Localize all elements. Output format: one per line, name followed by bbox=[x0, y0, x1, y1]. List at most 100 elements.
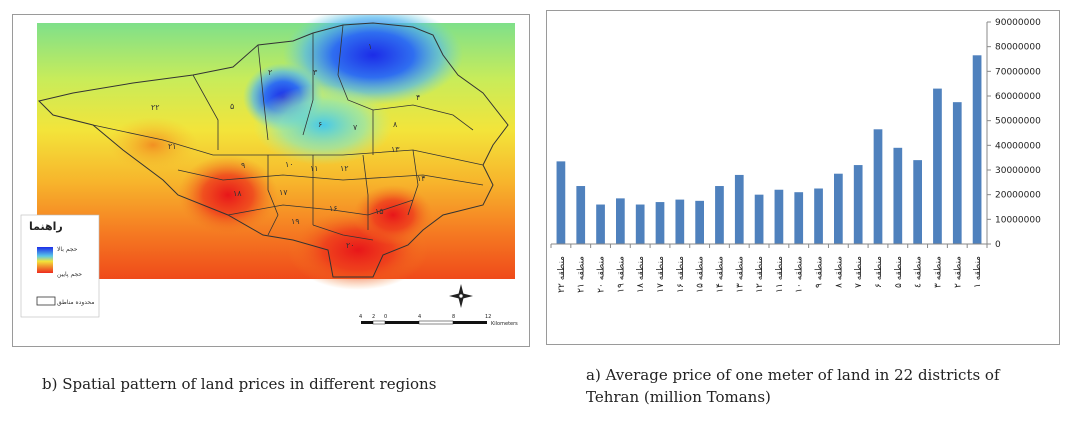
district-label-4: ۴ bbox=[416, 93, 420, 102]
land-price-bar-chart: 0 10000000 20000000 30000000 40000000 5000000… bbox=[550, 18, 1041, 293]
bar bbox=[734, 174, 744, 244]
x-category-label: منطقه ۲ bbox=[953, 256, 963, 288]
y-tick-label: 40000000 bbox=[995, 141, 1041, 151]
x-category-label: منطقه ۱ bbox=[973, 256, 983, 288]
bar bbox=[814, 188, 823, 244]
bar bbox=[754, 194, 764, 244]
y-tick-label: 0 bbox=[995, 240, 1001, 250]
bar bbox=[715, 186, 724, 244]
x-category-label: منطقه ۲۰ bbox=[597, 256, 607, 293]
heat-cyan bbox=[253, 85, 393, 165]
city-boundary bbox=[38, 22, 509, 278]
scale-unit: Kilometers bbox=[491, 321, 518, 327]
district-label-12: ۱۲ bbox=[340, 164, 349, 173]
x-category-label: منطقه ۶ bbox=[874, 256, 884, 288]
y-tick-label: 20000000 bbox=[995, 191, 1041, 201]
scale-tick-5: 8 bbox=[452, 314, 455, 320]
bar bbox=[556, 161, 566, 244]
x-category-label: منطقه ۱۷ bbox=[656, 256, 666, 293]
y-tick-label: 90000000 bbox=[995, 18, 1041, 28]
bars bbox=[556, 55, 982, 245]
x-axis: منطقه ۲۲ منطقه ۲۱ منطقه ۲۰ منطقه ۱۹ منطقه ۱۸… bbox=[550, 243, 988, 293]
heat-mid-21 bbox=[108, 117, 198, 173]
x-category-label: منطقه ٤ bbox=[914, 256, 924, 288]
scale-bar: 4 2 0 4 8 12 Kilometers bbox=[359, 314, 518, 327]
bar bbox=[834, 173, 843, 244]
bar bbox=[616, 198, 625, 244]
chart-panel: 0 10000000 20000000 30000000 40000000 5000000… bbox=[546, 10, 1060, 345]
x-category-label: منطقه ۱۵ bbox=[696, 256, 706, 293]
y-tick-label: 50000000 bbox=[995, 117, 1041, 127]
bar bbox=[635, 204, 645, 244]
district-label-2: ۲ bbox=[268, 68, 272, 77]
map-panel: ۱ ۵ ۴ ۶ ۷ ۸ ۹ ۱۰ ۱۱ ۱۲ ۱۳ ۱۴ ۱۵ ۱۶ ۱۷ ۱۸… bbox=[12, 5, 530, 347]
heat-high-north bbox=[283, 5, 463, 105]
district-labels: ۱ ۵ ۴ ۶ ۷ ۸ ۹ ۱۰ ۱۱ ۱۲ ۱۳ ۱۴ ۱۵ ۱۶ ۱۷ ۱۸… bbox=[151, 42, 426, 250]
legend-boundary-swatch bbox=[36, 296, 56, 306]
district-label-21: ۲۱ bbox=[168, 142, 177, 151]
legend-low-label: حجم پایین bbox=[57, 271, 82, 278]
district-label-7: ۷ bbox=[353, 123, 358, 132]
x-category-label: منطقه ۵ bbox=[894, 256, 904, 288]
x-category-label: منطقه ۸ bbox=[834, 256, 844, 288]
y-tick-label: 30000000 bbox=[995, 166, 1041, 176]
x-category-label: منطقه ۷ bbox=[854, 256, 864, 288]
district-label-18: ۱۸ bbox=[233, 189, 242, 198]
bar bbox=[655, 202, 665, 244]
district-label-20: ۲۰ bbox=[346, 241, 355, 250]
bar bbox=[695, 200, 704, 244]
scale-tick-4: 4 bbox=[418, 314, 421, 320]
district-label-13: ۱۳ bbox=[391, 145, 400, 154]
x-category-label: منطقه ۱۶ bbox=[676, 256, 686, 293]
district-label-6: ۶ bbox=[318, 120, 322, 129]
heat-low-15 bbox=[353, 185, 433, 245]
scale-tick-3: 0 bbox=[384, 314, 387, 320]
heat-low-18 bbox=[178, 155, 278, 235]
scale-tick-2: 2 bbox=[372, 314, 375, 320]
x-category-label: منطقه ۱۴ bbox=[715, 256, 725, 293]
x-category-label: منطقه ۱۳ bbox=[735, 256, 745, 293]
district-label-1: ۱ bbox=[368, 42, 372, 51]
bar bbox=[576, 186, 586, 244]
x-category-label: منطقه ۱۰ bbox=[795, 256, 805, 293]
district-label-11: ۱۱ bbox=[310, 164, 319, 173]
bar bbox=[913, 160, 922, 244]
chart-caption: a) Average price of one meter of land in… bbox=[586, 366, 1000, 406]
x-category-label: منطقه ۲۱ bbox=[577, 256, 587, 293]
district-label-19: ۱۹ bbox=[291, 217, 300, 226]
scale-tick-1: 4 bbox=[359, 314, 362, 320]
legend-title: راهنما bbox=[29, 220, 63, 233]
bar bbox=[972, 55, 982, 244]
bar bbox=[853, 165, 863, 244]
district-label-9: ۹ bbox=[241, 161, 245, 170]
bar bbox=[933, 88, 942, 244]
district-label-17: ۱۷ bbox=[279, 188, 288, 197]
x-category-label: منطقه ۹ bbox=[815, 256, 825, 288]
bar bbox=[794, 192, 804, 244]
map-legend: راهنما حجم بالا حجم پایین محدوده مناطق bbox=[20, 214, 100, 318]
bar bbox=[952, 102, 962, 245]
map-caption: b) Spatial pattern of land prices in dif… bbox=[42, 375, 437, 393]
bar bbox=[675, 199, 685, 244]
north-arrow-icon bbox=[449, 284, 473, 308]
y-tick-label: 60000000 bbox=[995, 92, 1041, 102]
x-category-label: منطقه ۱۱ bbox=[775, 256, 785, 293]
legend-color-ramp bbox=[37, 247, 53, 273]
bar bbox=[774, 189, 784, 244]
district-label-16: ۱۶ bbox=[329, 204, 338, 213]
district-label-14: ۱۴ bbox=[417, 174, 426, 183]
district-label-8: ۸ bbox=[393, 120, 398, 129]
scale-tick-6: 12 bbox=[485, 314, 491, 320]
y-axis: 0 10000000 20000000 30000000 40000000 5000000… bbox=[986, 18, 1041, 250]
bar bbox=[873, 129, 883, 244]
x-category-label: منطقه ۱۸ bbox=[636, 256, 646, 293]
legend-high-label: حجم بالا bbox=[57, 246, 78, 253]
x-category-label: منطقه ۱۲ bbox=[755, 256, 765, 293]
district-label-22: ۲۲ bbox=[151, 103, 160, 112]
y-tick-label: 70000000 bbox=[995, 67, 1041, 77]
legend-boundary-label: محدوده مناطق bbox=[57, 299, 95, 306]
x-category-label: منطقه ۱۹ bbox=[616, 256, 626, 293]
district-label-3: ۳ bbox=[313, 68, 318, 77]
district-label-10: ۱۰ bbox=[285, 160, 294, 169]
x-category-label: منطقه ۲۲ bbox=[557, 256, 567, 293]
